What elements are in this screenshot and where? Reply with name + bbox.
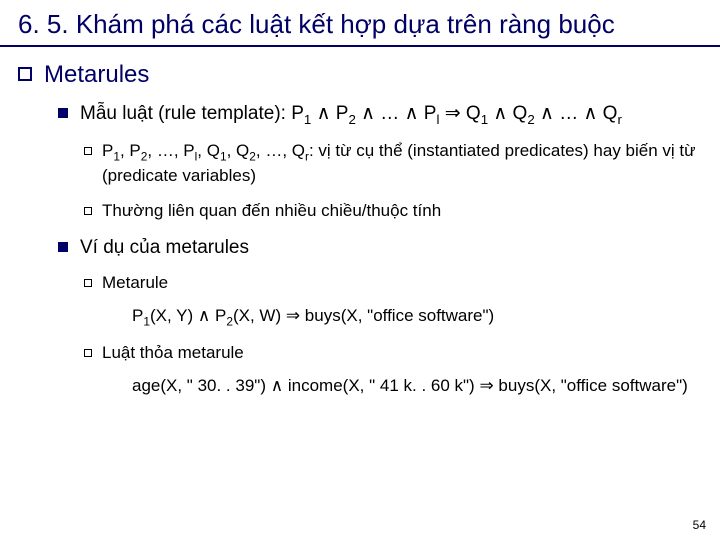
constraint-label: Luật thỏa metarule (102, 342, 244, 365)
bullet-icon (18, 67, 32, 81)
metarule-label-row: Metarule (84, 272, 702, 295)
constraint-label-row: Luật thỏa metarule (84, 342, 702, 365)
rule-template-label: Mẫu luật (rule template): (80, 103, 291, 124)
bullet-icon (84, 147, 92, 155)
level3-container: Metarule P1(X, Y) ∧ P2(X, W) ⇒ buys(X, "… (84, 272, 702, 397)
predicate-note-row: P1, P2, …, Pl, Q1, Q2, …, Qr: vị từ cụ t… (84, 140, 702, 187)
bullet-icon (58, 242, 68, 252)
content-area: Metarules Mẫu luật (rule template): P1 ∧… (0, 47, 720, 398)
section-row: Metarules (18, 61, 702, 89)
bullet-icon (58, 108, 68, 118)
rule-template-formula: P1 ∧ P2 ∧ … ∧ Pl ⇒ Q1 ∧ Q2 ∧ … ∧ Qr (291, 103, 622, 124)
section-heading: Metarules (44, 61, 149, 89)
level2-container: Mẫu luật (rule template): P1 ∧ P2 ∧ … ∧ … (58, 101, 702, 398)
dimension-note-row: Thường liên quan đến nhiều chiều/thuộc t… (84, 200, 702, 223)
bullet-icon (84, 207, 92, 215)
page-number: 54 (693, 518, 706, 532)
metarule-example: P1(X, Y) ∧ P2(X, W) ⇒ buys(X, "office so… (132, 305, 702, 329)
rule-template-row: Mẫu luật (rule template): P1 ∧ P2 ∧ … ∧ … (58, 101, 702, 129)
title-area: 6. 5. Khám phá các luật kết hợp dựa trên… (0, 0, 720, 47)
rule-template-text: Mẫu luật (rule template): P1 ∧ P2 ∧ … ∧ … (80, 101, 622, 129)
example-heading: Ví dụ của metarules (80, 235, 249, 261)
example-heading-row: Ví dụ của metarules (58, 235, 702, 261)
bullet-icon (84, 349, 92, 357)
bullet-icon (84, 279, 92, 287)
slide-title: 6. 5. Khám phá các luật kết hợp dựa trên… (18, 8, 702, 41)
predicate-note: P1, P2, …, Pl, Q1, Q2, …, Qr: vị từ cụ t… (102, 140, 702, 187)
metarule-label: Metarule (102, 272, 168, 295)
constraint-example: age(X, " 30. . 39") ∧ income(X, " 41 k. … (132, 375, 702, 398)
dimension-note: Thường liên quan đến nhiều chiều/thuộc t… (102, 200, 441, 223)
level3-container: P1, P2, …, Pl, Q1, Q2, …, Qr: vị từ cụ t… (84, 140, 702, 222)
